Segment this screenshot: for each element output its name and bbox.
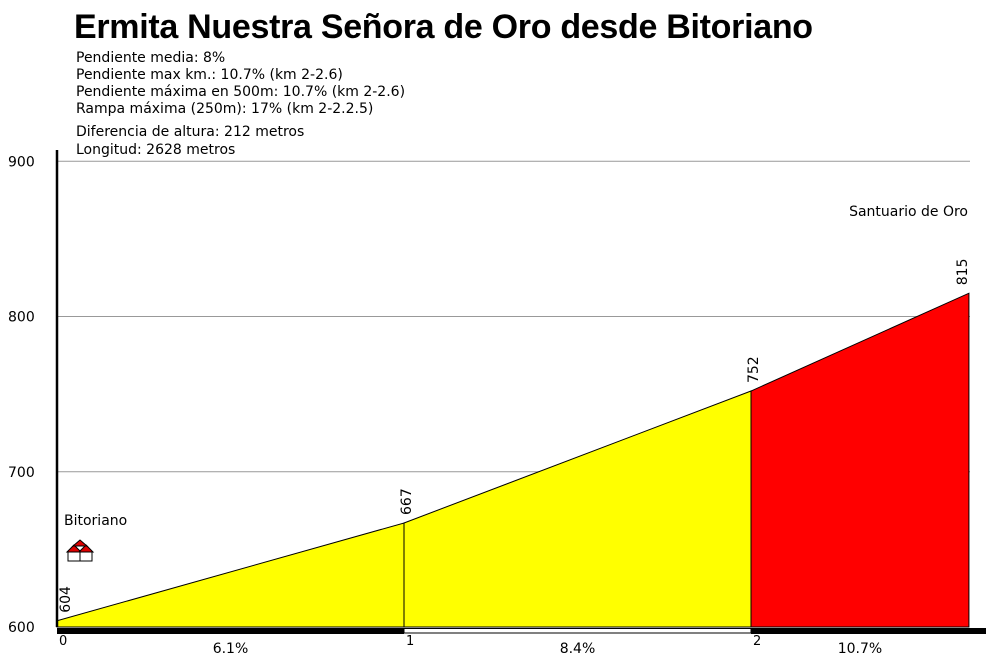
place-label-start: Bitoriano: [64, 513, 127, 529]
profile-segment-2: [403, 390, 752, 628]
elevation-label-604: 604: [58, 586, 74, 613]
y-tick-label-900: 900: [8, 154, 35, 170]
x-tick-label-0: 0: [59, 634, 67, 649]
y-tick-label-700: 700: [8, 465, 35, 481]
gradient-label-1: 6.1%: [213, 641, 249, 657]
km-bar-1: [57, 628, 404, 634]
elevation-label-815: 815: [955, 258, 971, 285]
wall-left: [67, 551, 81, 562]
stat-max-km-gradient: Pendiente max km.: 10.7% (km 2-2.6): [76, 67, 343, 83]
village-houses-icon: [65, 539, 95, 562]
km-bar-2: [403, 628, 752, 634]
gradient-label-2: 8.4%: [560, 641, 596, 657]
profile-segment-3: [750, 292, 970, 628]
elevation-label-752: 752: [746, 356, 762, 383]
stat-length: Longitud: 2628 metros: [76, 142, 236, 158]
x-tick-label-1: 1: [406, 634, 414, 649]
axes: [55, 150, 986, 634]
stat-max-ramp: Rampa máxima (250m): 17% (km 2-2.2.5): [76, 101, 374, 117]
wall-right: [79, 551, 93, 562]
y-tick-label-600: 600: [8, 620, 35, 636]
elevation-label-667: 667: [399, 488, 415, 515]
elevation-areas: [56, 292, 970, 628]
stat-max-500m-gradient: Pendiente máxima en 500m: 10.7% (km 2-2.…: [76, 84, 406, 100]
stat-average-gradient: Pendiente media: 8%: [76, 50, 226, 66]
x-tick-label-2: 2: [753, 634, 761, 649]
roof-top: [71, 539, 89, 547]
stat-height-difference: Diferencia de altura: 212 metros: [76, 124, 305, 140]
profile-segment-1: [56, 522, 405, 628]
km-bar-3: [751, 628, 986, 634]
data-labels: 600 700 800 900 6.1% 8.4% 10.7% 0 1 2 604 667 752 815…: [8, 154, 971, 657]
place-label-end: Santuario de Oro: [849, 204, 968, 220]
y-tick-label-800: 800: [8, 310, 35, 326]
gradient-label-3: 10.7%: [838, 641, 882, 657]
chart-title: Ermita Nuestra Señora de Oro desde Bitor…: [74, 8, 813, 46]
